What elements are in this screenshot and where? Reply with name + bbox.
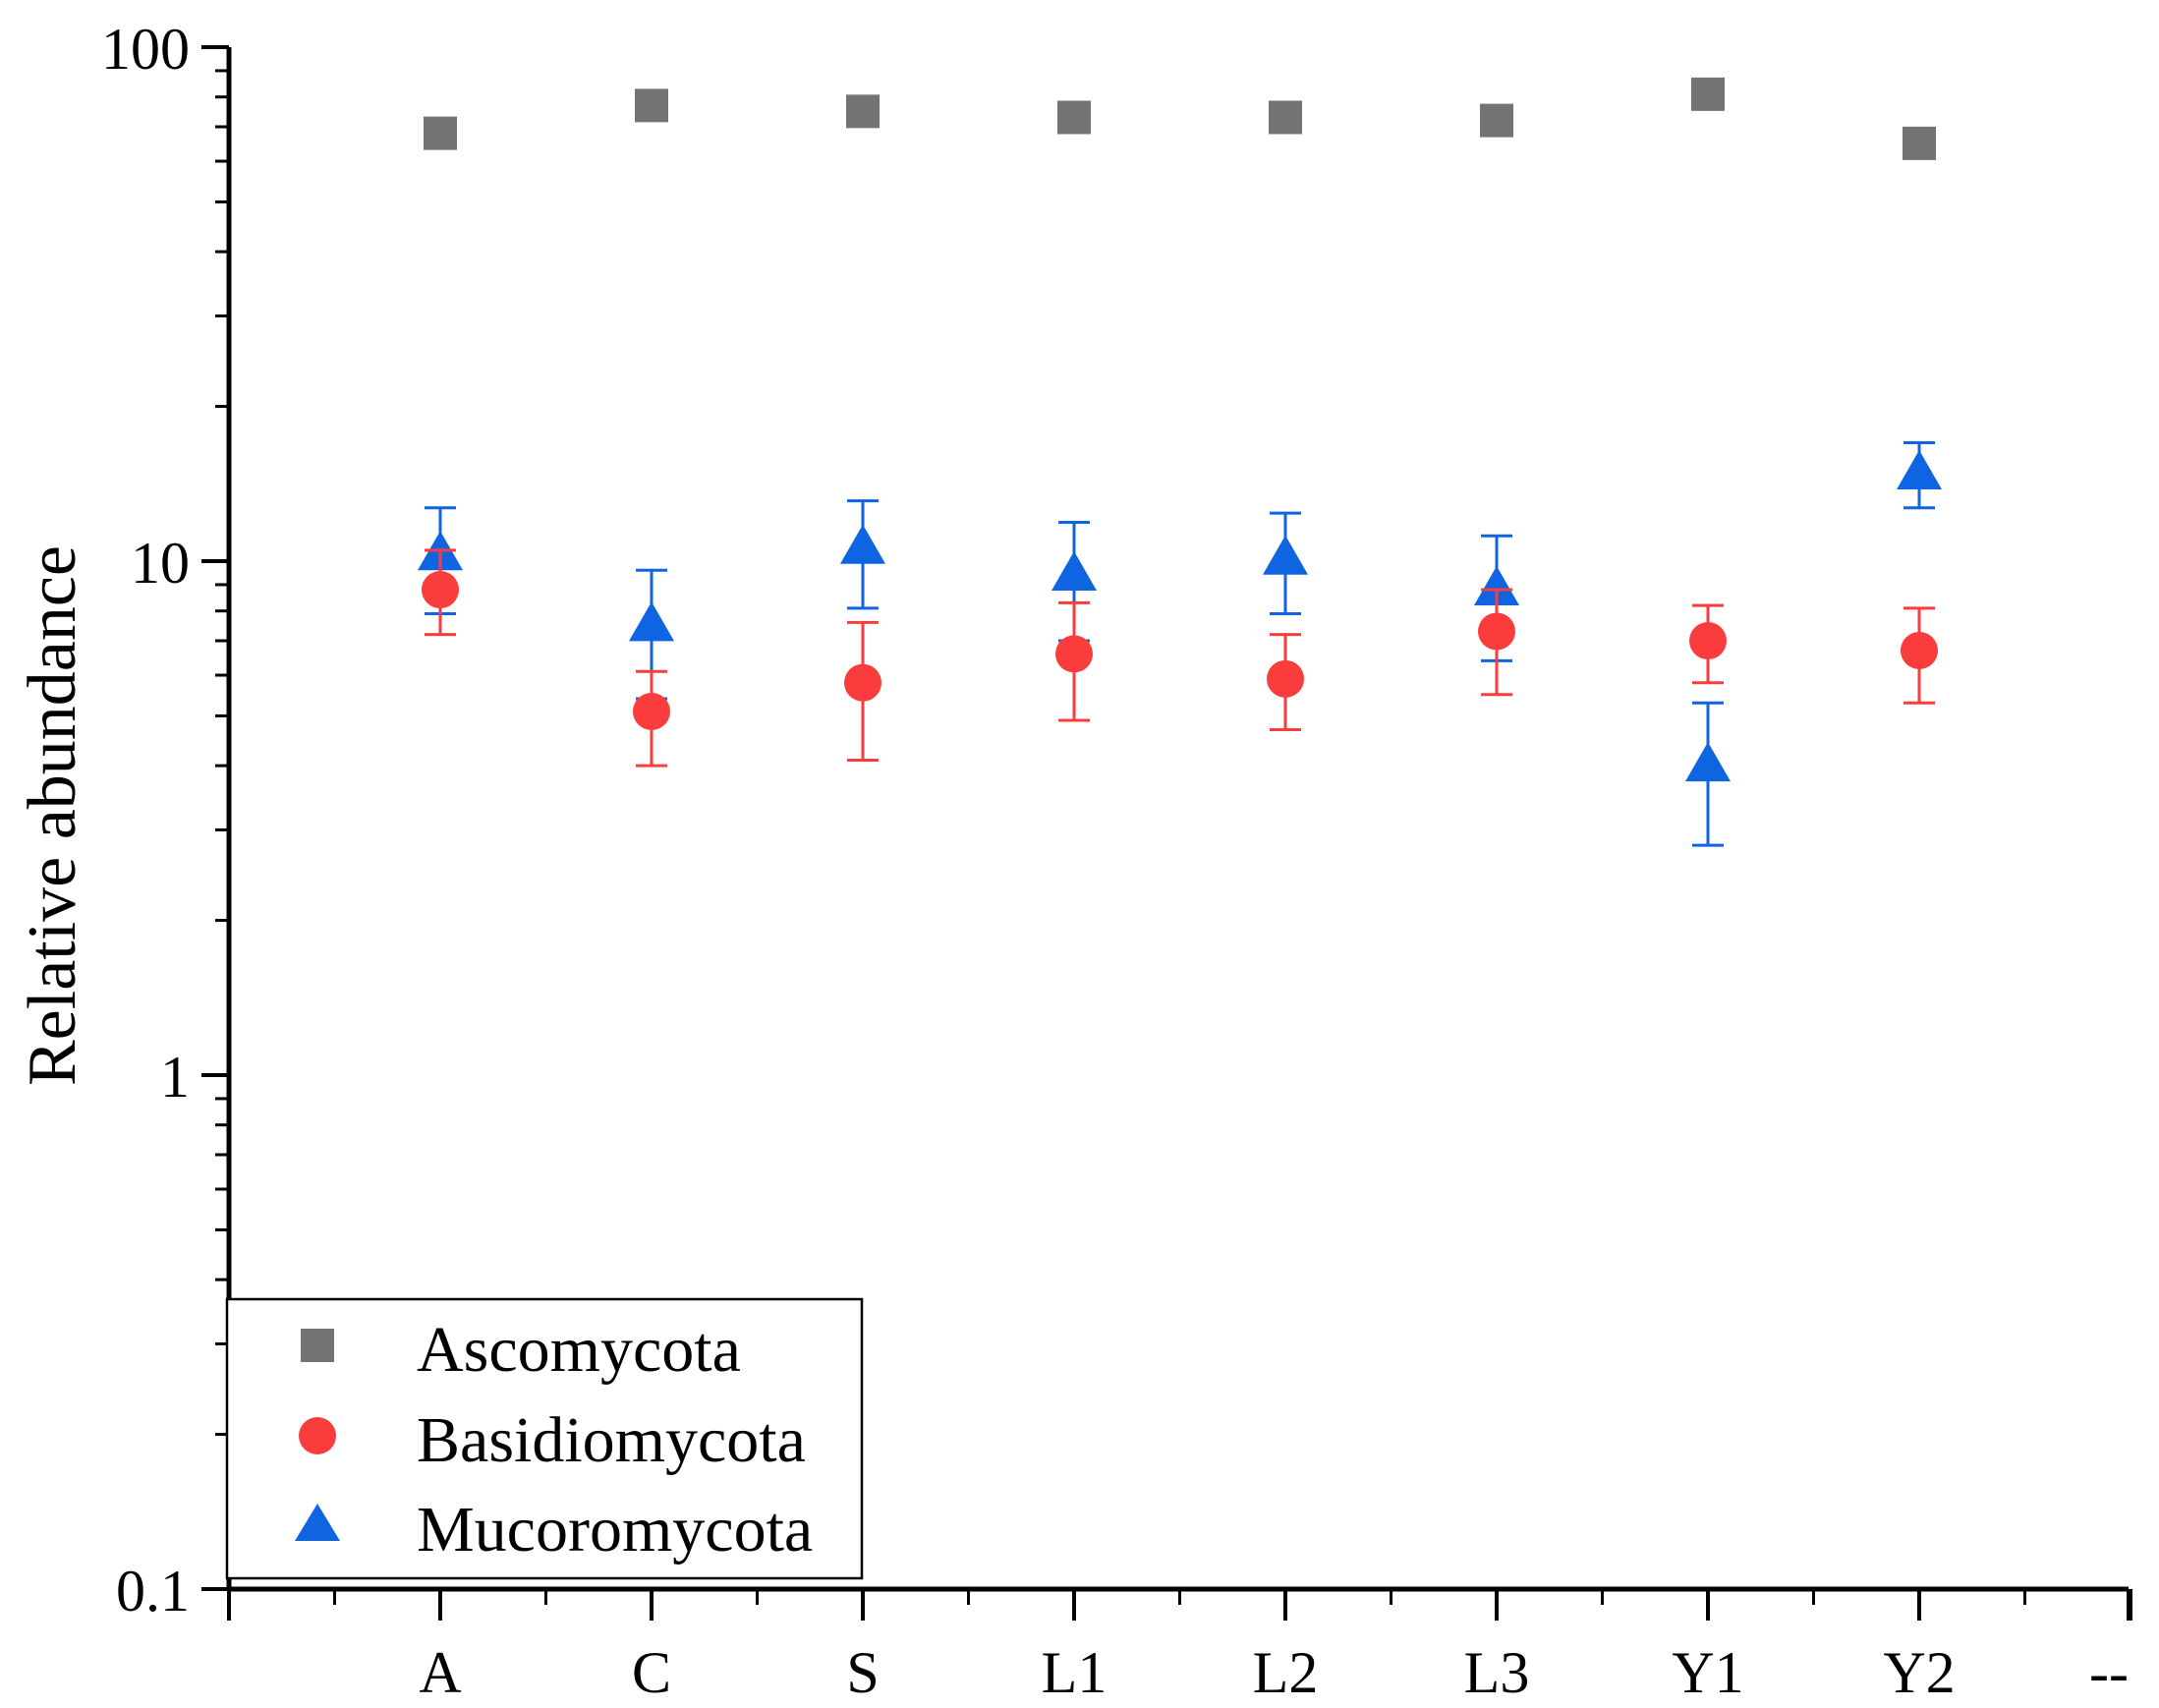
legend-item-basidiomycota: Basidiomycota [299,1404,806,1476]
data-point-triangle [1263,535,1308,575]
x-tick-label: L1 [1042,1640,1108,1705]
data-point-square [1480,103,1513,138]
data-point-triangle [840,524,885,564]
y-tick-label: 0.1 [116,1559,190,1623]
marks-layer [418,77,1942,847]
legend-item-ascomycota: Ascomycota [301,1314,741,1386]
data-point-circle [1478,612,1515,651]
data-point-square [846,94,880,129]
legend-marker-square [301,1329,334,1362]
data-point-circle [1055,635,1093,673]
series-ascomycota [424,77,1936,160]
legend-label-ascomycota: Ascomycota [417,1314,741,1386]
y-tick-label: 100 [101,17,190,82]
y-axis-label: Relative abundance [15,545,90,1086]
data-point-triangle [629,601,674,642]
legend-marker-triangle [295,1504,340,1541]
data-point-square [1057,100,1091,135]
data-point-triangle [1685,742,1731,782]
x-tick-label: Y2 [1883,1640,1955,1705]
data-point-square [1269,100,1302,135]
x-tick-label-extra: -- [2089,1640,2129,1705]
data-point-circle [1267,659,1304,698]
data-point-circle [844,663,881,702]
legend-item-mucoromycota: Mucoromycota [295,1494,813,1566]
x-tick-label: C [632,1640,671,1705]
data-point-triangle [1897,449,1942,489]
legend: Ascomycota Basidiomycota Mucoromycota [225,1297,864,1580]
x-tick-label: Y1 [1672,1640,1743,1705]
y-tick-label: 10 [131,531,190,596]
x-tick-label: L3 [1464,1640,1530,1705]
legend-label-mucoromycota: Mucoromycota [417,1494,813,1566]
data-point-square [1691,77,1725,111]
legend-marker-circle [299,1417,336,1454]
series-basidiomycota [422,548,1938,768]
legend-label-basidiomycota: Basidiomycota [417,1404,806,1476]
data-point-square [635,88,668,123]
x-tick-label: A [419,1640,461,1705]
data-point-circle [1689,622,1727,660]
data-point-circle [1901,631,1938,669]
data-point-triangle [1051,551,1097,592]
x-tick-label: L2 [1253,1640,1319,1705]
data-point-square [424,116,457,150]
axes-layer: 0.1 1 10 100 A C S L1 L2 L3 Y1 Y2 -- [101,17,2132,1705]
data-point-circle [422,571,459,609]
x-tick-label: S [846,1640,879,1705]
data-point-triangle [1474,566,1519,606]
y-tick-label: 1 [160,1045,190,1110]
data-point-square [1903,126,1936,160]
data-point-circle [633,692,670,730]
